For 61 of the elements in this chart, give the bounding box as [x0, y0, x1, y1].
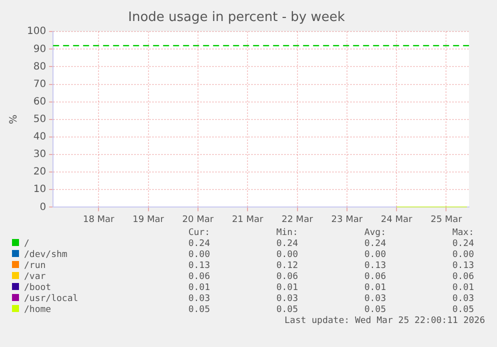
- x-tick-label: 24 Mar: [380, 214, 413, 225]
- text: 0.06: [275, 272, 298, 283]
- text: 0.00: [187, 250, 210, 261]
- text: 0.13: [451, 261, 474, 272]
- chart-title: Inode usage in percent - by week: [128, 10, 346, 26]
- y-tick-label: 10: [33, 184, 46, 196]
- x-tick-label: 25 Mar: [430, 214, 462, 225]
- y-axis-title: %: [8, 114, 20, 124]
- y-tick-label: 90: [33, 44, 46, 55]
- text: 0.01: [363, 283, 386, 294]
- text: 0.24: [363, 239, 386, 250]
- text: 0.13: [363, 261, 386, 272]
- text: Max:: [451, 228, 474, 239]
- y-tick-label: 100: [26, 26, 46, 38]
- text: Min:: [275, 228, 298, 239]
- text: 0.00: [363, 250, 386, 261]
- text: 0.05: [187, 305, 210, 316]
- text: 0.24: [187, 239, 210, 250]
- text: 0.05: [275, 305, 298, 316]
- text: 0.13: [187, 261, 210, 272]
- legend-label: /dev/shm: [24, 250, 68, 260]
- text: 0.06: [187, 272, 210, 283]
- y-tick-label: 20: [33, 166, 46, 178]
- text: Cur:: [187, 228, 210, 239]
- text: 0.00: [275, 250, 298, 261]
- text: Avg:: [363, 228, 386, 239]
- legend-label: /usr/local: [24, 294, 78, 304]
- x-tick-label: 19 Mar: [132, 214, 164, 225]
- x-tick-label: 18 Mar: [82, 214, 115, 225]
- text: 0.24: [451, 239, 474, 250]
- text: 0.00: [451, 250, 474, 261]
- text: 0.01: [187, 283, 210, 294]
- text: 0.05: [451, 305, 474, 316]
- x-tick-label: 23 Mar: [331, 214, 363, 225]
- text: 0.24: [275, 239, 298, 250]
- text: 0.12: [275, 261, 298, 272]
- text: 0.03: [451, 294, 474, 305]
- y-tick-label: 60: [33, 96, 46, 108]
- text: 0.06: [363, 272, 386, 283]
- x-tick-label: 20 Mar: [182, 214, 214, 225]
- text: 0.05: [363, 305, 386, 316]
- x-tick-label: 22 Mar: [282, 214, 314, 225]
- text: Last update: Wed Mar 25 22:00:11 2026: [284, 316, 485, 327]
- text: 0.01: [275, 283, 298, 294]
- legend-label: /var: [24, 272, 46, 282]
- y-tick-label: 40: [33, 132, 46, 143]
- text: 0.06: [451, 272, 474, 283]
- y-tick-label: 50: [33, 114, 46, 125]
- y-tick-label: 0: [40, 202, 46, 213]
- y-tick-label: 30: [33, 149, 46, 160]
- legend-label: /run: [24, 261, 46, 271]
- text: 0.03: [363, 294, 386, 305]
- y-tick-label: 80: [33, 61, 46, 72]
- text: 0.01: [451, 283, 474, 294]
- text: 0.03: [187, 294, 210, 305]
- y-tick-label: 70: [33, 78, 46, 90]
- legend-label: /home: [24, 305, 52, 315]
- x-tick-label: 21 Mar: [232, 214, 264, 225]
- legend-label: /: [24, 239, 30, 249]
- text: 0.03: [275, 294, 298, 305]
- legend-label: /boot: [24, 283, 52, 293]
